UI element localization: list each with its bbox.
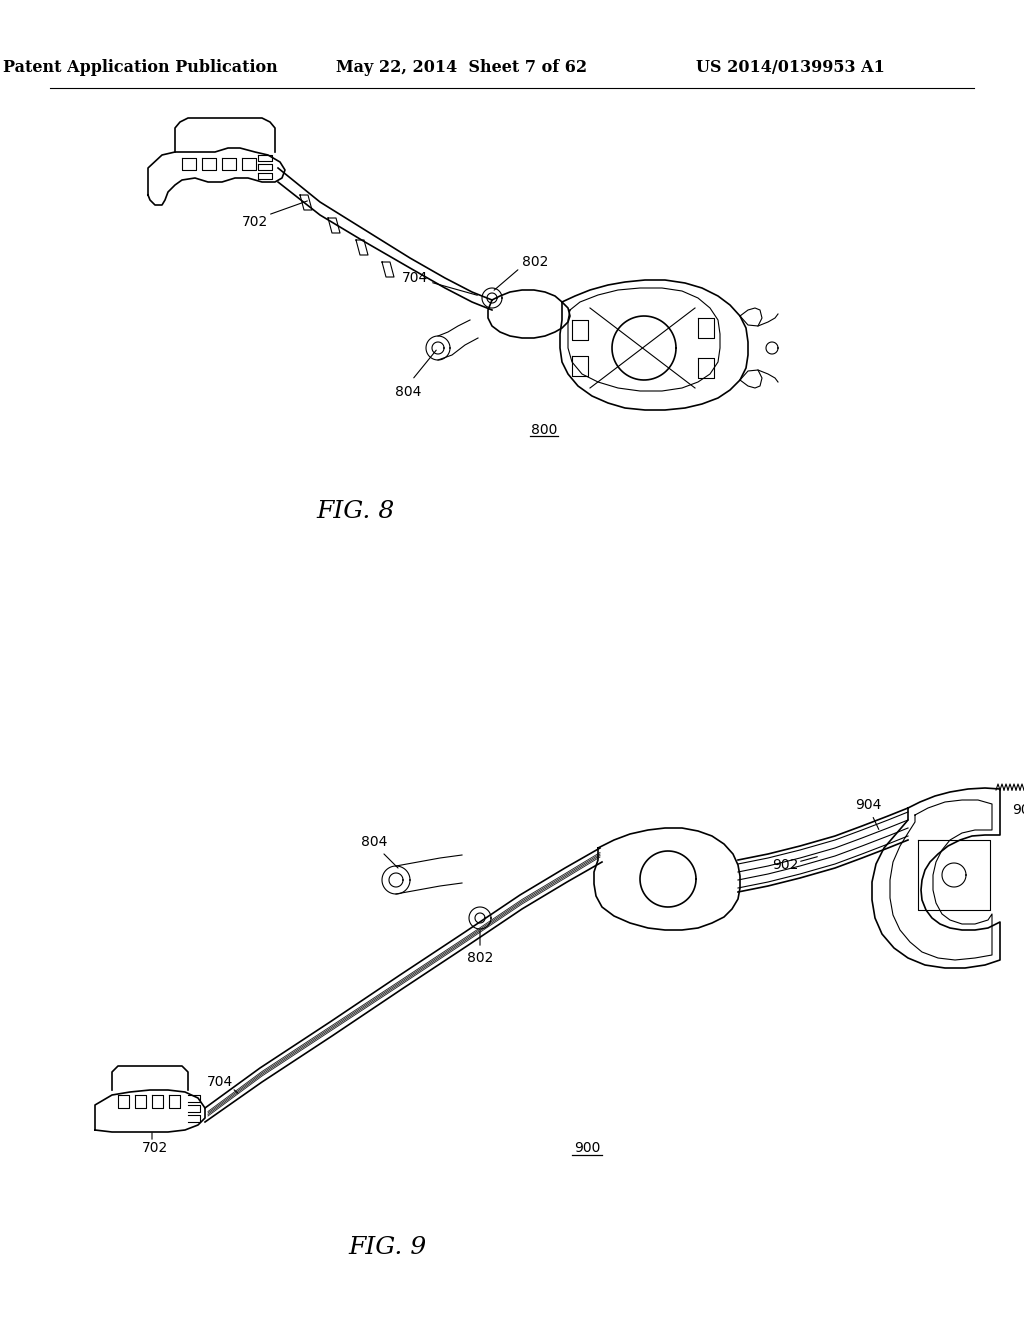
- Text: 702: 702: [142, 1140, 168, 1155]
- Text: 900: 900: [573, 1140, 600, 1155]
- Text: 804: 804: [360, 836, 387, 849]
- Text: 804: 804: [395, 385, 421, 399]
- Text: FIG. 8: FIG. 8: [315, 500, 394, 524]
- Text: 902: 902: [772, 858, 798, 873]
- Text: May 22, 2014  Sheet 7 of 62: May 22, 2014 Sheet 7 of 62: [337, 59, 588, 77]
- Text: 702: 702: [242, 215, 268, 228]
- Text: 802: 802: [467, 950, 494, 965]
- Text: Patent Application Publication: Patent Application Publication: [3, 59, 278, 77]
- Text: 704: 704: [401, 271, 428, 285]
- Text: 904: 904: [855, 799, 882, 812]
- Text: 906: 906: [1012, 803, 1024, 817]
- Text: 800: 800: [530, 422, 557, 437]
- Text: US 2014/0139953 A1: US 2014/0139953 A1: [695, 59, 885, 77]
- Text: FIG. 9: FIG. 9: [348, 1237, 426, 1259]
- Text: 704: 704: [207, 1074, 233, 1089]
- Text: 802: 802: [522, 255, 548, 269]
